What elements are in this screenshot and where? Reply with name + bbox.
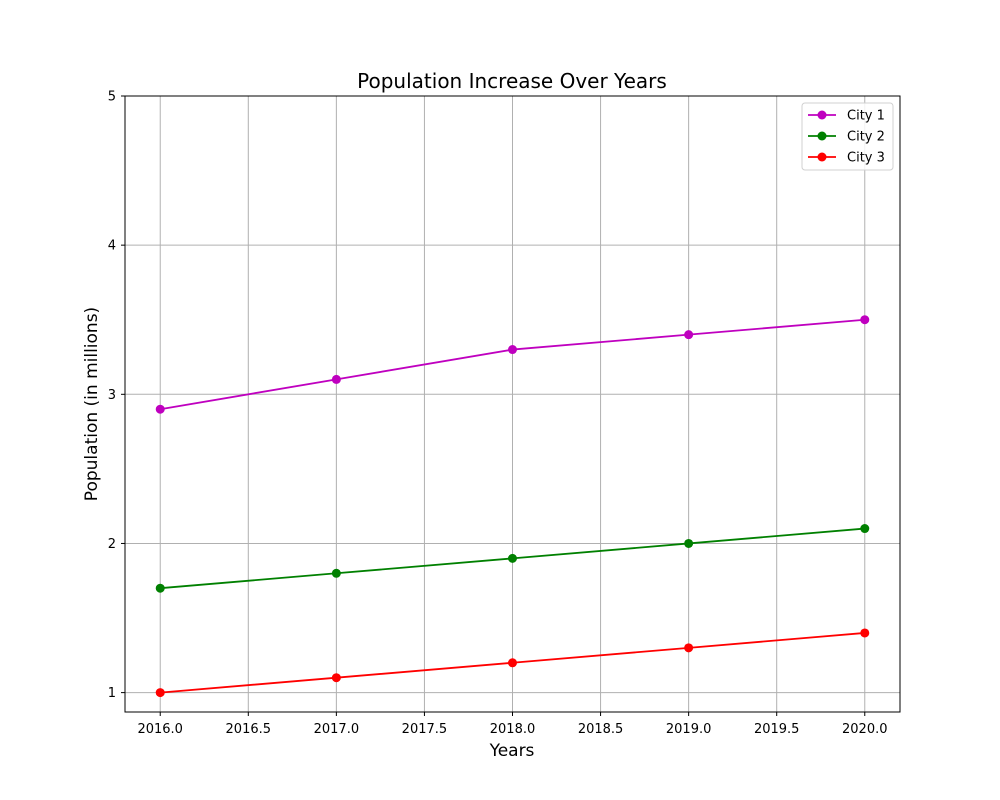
x-tick-label: 2020.0 xyxy=(842,722,888,737)
x-tick-label: 2017.5 xyxy=(402,722,448,737)
x-axis-label: Years xyxy=(489,741,535,761)
legend-label: City 3 xyxy=(847,151,885,166)
legend-label: City 2 xyxy=(847,130,885,145)
x-tick-label: 2019.5 xyxy=(754,722,800,737)
data-point xyxy=(331,568,341,578)
data-point xyxy=(508,553,517,563)
y-axis: 1 2 3 4 5 xyxy=(108,90,125,701)
x-tick-label: 2017.0 xyxy=(314,722,360,737)
chart-title: Population Increase Over Years xyxy=(357,69,667,93)
data-point xyxy=(860,524,870,534)
legend-box xyxy=(801,102,894,171)
data-point xyxy=(155,404,165,414)
y-tick-label: 2 xyxy=(108,537,116,552)
legend-item: City 2 xyxy=(808,130,885,145)
data-point xyxy=(155,688,165,698)
x-tick-label: 2016.5 xyxy=(226,722,272,737)
legend-item: City 3 xyxy=(808,151,885,166)
data-point xyxy=(860,628,870,638)
legend-label: City 1 xyxy=(847,109,885,124)
y-tick-label: 3 xyxy=(108,388,116,403)
series-3 xyxy=(155,628,870,698)
series-layer xyxy=(155,315,870,698)
data-point xyxy=(684,643,694,653)
data-point xyxy=(860,315,870,325)
data-point xyxy=(684,538,694,548)
data-point xyxy=(331,374,341,384)
legend-marker xyxy=(817,152,827,162)
y-tick-label: 1 xyxy=(108,686,116,701)
x-axis: 2016.0 2016.5 2017.0 2017.5 2018.0 2018.5 2019… xyxy=(137,712,888,737)
series-2 xyxy=(155,524,870,593)
x-tick-label: 2016.0 xyxy=(137,722,183,737)
data-point xyxy=(508,658,517,668)
x-tick-label: 2018.0 xyxy=(490,722,536,737)
y-tick-label: 5 xyxy=(108,90,116,105)
legend: City 1 City 2 City 3 xyxy=(801,102,894,171)
y-axis-label: Population (in millions) xyxy=(82,307,102,501)
x-tick-label: 2018.5 xyxy=(578,722,624,737)
series-1 xyxy=(155,315,870,414)
legend-item: City 1 xyxy=(808,109,885,124)
x-tick-label: 2019.0 xyxy=(666,722,712,737)
grid xyxy=(125,95,900,712)
data-point xyxy=(155,583,165,593)
data-point xyxy=(331,673,341,683)
data-point xyxy=(684,330,694,340)
data-point xyxy=(508,345,517,355)
legend-marker xyxy=(817,131,827,141)
y-tick-label: 4 xyxy=(108,239,116,254)
legend-marker xyxy=(817,110,827,120)
